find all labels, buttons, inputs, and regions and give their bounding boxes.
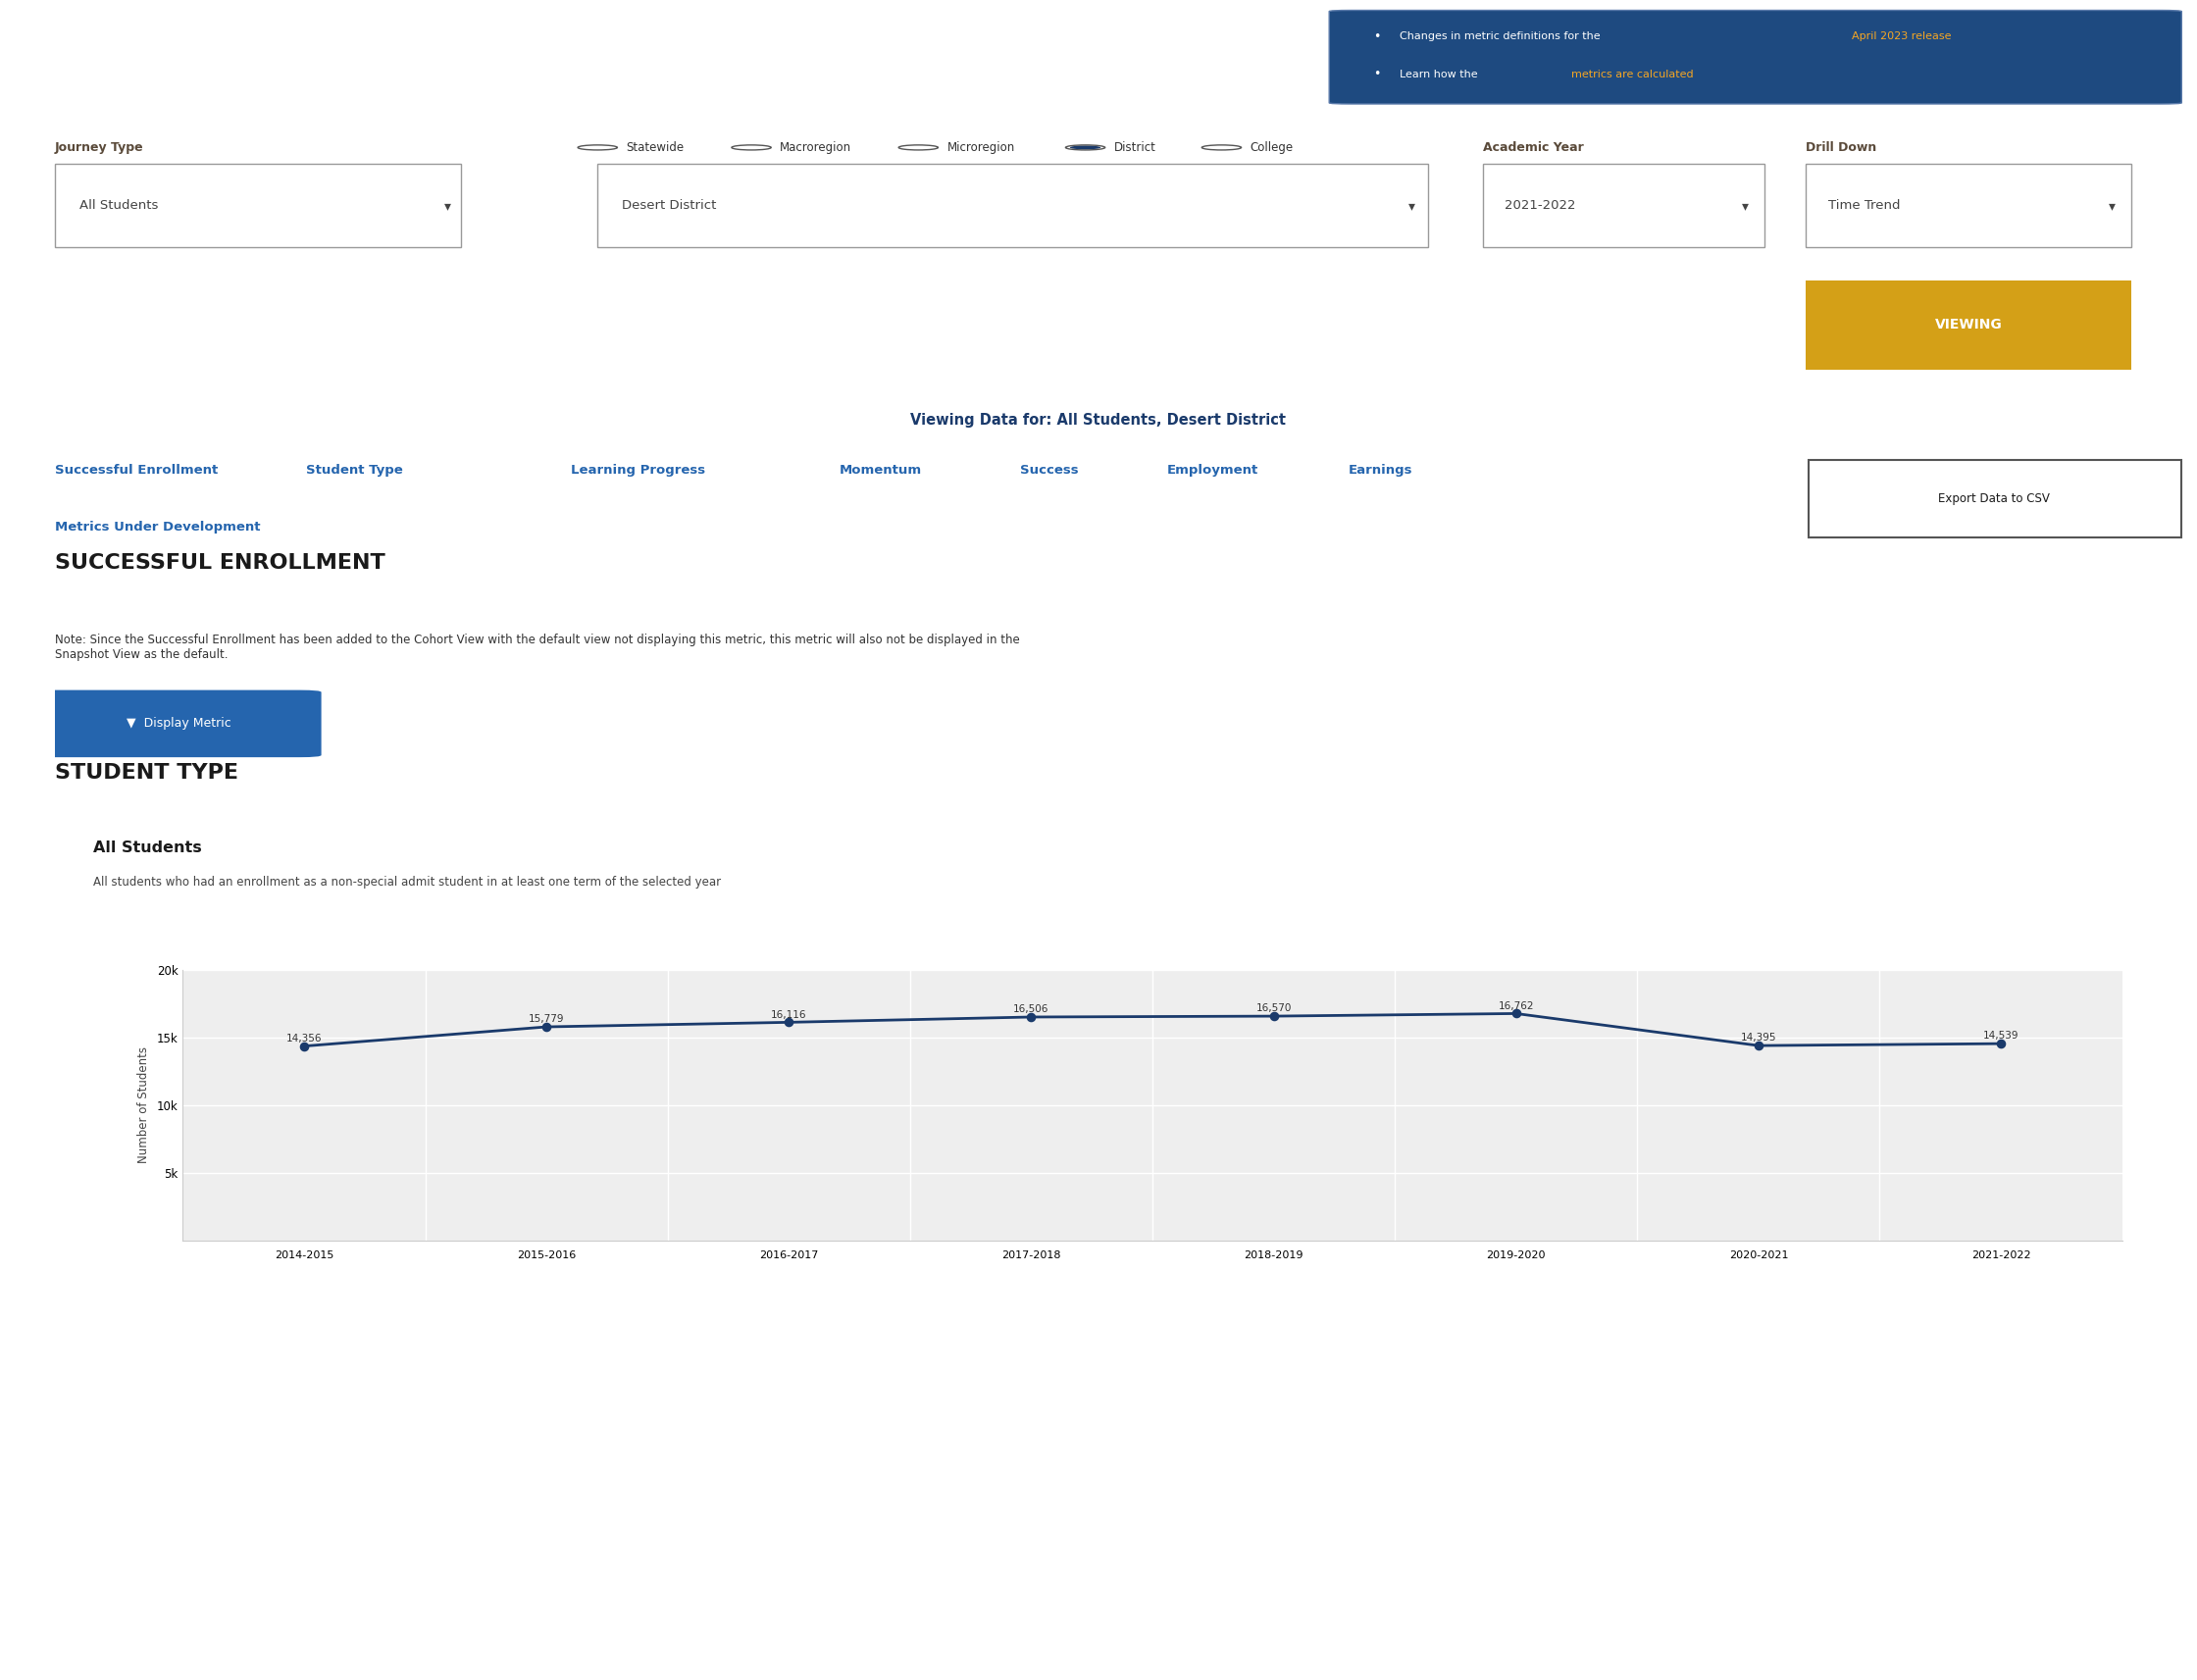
Point <box>1013 1003 1048 1030</box>
Text: Desert District: Desert District <box>622 200 716 212</box>
Text: •: • <box>1373 30 1380 44</box>
Text: Success Metrics: Success Metrics <box>325 67 595 96</box>
Text: SUCCESSFUL ENROLLMENT: SUCCESSFUL ENROLLMENT <box>55 554 384 573</box>
Point <box>286 1033 321 1060</box>
FancyBboxPatch shape <box>1329 10 2182 104</box>
Text: ▾: ▾ <box>1408 198 1415 213</box>
Text: All Students: All Students <box>79 200 158 212</box>
Text: Momentum: Momentum <box>839 464 923 477</box>
Point <box>529 1013 565 1040</box>
Text: VIEWING: VIEWING <box>1936 318 2001 331</box>
Text: Metrics Under Development: Metrics Under Development <box>55 521 261 534</box>
Text: Journey Type: Journey Type <box>55 141 143 155</box>
Text: 2021-2022: 2021-2022 <box>1505 200 1575 212</box>
FancyBboxPatch shape <box>598 165 1428 247</box>
FancyBboxPatch shape <box>1806 165 2131 247</box>
Text: Successful Enrollment: Successful Enrollment <box>55 464 218 477</box>
Text: All Students: All Students <box>92 842 202 855</box>
FancyBboxPatch shape <box>33 690 321 758</box>
Text: Colleges: Colleges <box>180 79 250 94</box>
Text: Note: Since the Successful Enrollment has been added to the Cohort View with the: Note: Since the Successful Enrollment ha… <box>55 633 1019 660</box>
Text: 16,570: 16,570 <box>1257 1003 1292 1013</box>
Point <box>771 1010 806 1037</box>
Point <box>1257 1003 1292 1030</box>
Text: Learning Progress: Learning Progress <box>571 464 705 477</box>
Point <box>1498 1000 1534 1026</box>
Text: 16,506: 16,506 <box>1013 1005 1050 1015</box>
Text: Student: Student <box>325 25 459 54</box>
Text: Employment: Employment <box>1167 464 1259 477</box>
FancyBboxPatch shape <box>1806 281 2131 370</box>
Text: April 2023 release: April 2023 release <box>1852 32 1951 42</box>
Text: Community: Community <box>180 54 277 69</box>
Text: District: District <box>1114 141 1156 155</box>
Text: California: California <box>180 29 261 44</box>
Text: 14,356: 14,356 <box>286 1033 323 1043</box>
Text: •: • <box>1373 67 1380 81</box>
Point <box>1984 1030 2019 1057</box>
Text: 15,779: 15,779 <box>529 1015 565 1025</box>
Y-axis label: Number of Students: Number of Students <box>136 1047 149 1164</box>
Text: 16,116: 16,116 <box>771 1010 806 1020</box>
FancyBboxPatch shape <box>55 165 461 247</box>
Text: ▾: ▾ <box>1742 198 1749 213</box>
Text: STUDENT TYPE: STUDENT TYPE <box>55 763 237 783</box>
Text: Learn how the: Learn how the <box>1399 69 1481 79</box>
Text: 14,395: 14,395 <box>1740 1033 1777 1043</box>
Text: Microregion: Microregion <box>947 141 1015 155</box>
Text: Student Type: Student Type <box>305 464 404 477</box>
Text: ▾: ▾ <box>444 198 450 213</box>
Point <box>1740 1032 1775 1058</box>
Text: 16,762: 16,762 <box>1498 1001 1534 1011</box>
Circle shape <box>1070 146 1101 150</box>
Text: Drill Down: Drill Down <box>1806 141 1876 155</box>
Text: Statewide: Statewide <box>626 141 683 155</box>
Text: Macroregion: Macroregion <box>780 141 852 155</box>
Text: College: College <box>1250 141 1294 155</box>
Text: Time Trend: Time Trend <box>1828 200 1900 212</box>
Text: ▾: ▾ <box>2109 198 2116 213</box>
Text: Success: Success <box>1019 464 1079 477</box>
FancyBboxPatch shape <box>1808 460 2182 538</box>
Text: metrics are calculated: metrics are calculated <box>1571 69 1694 79</box>
Text: Export Data to CSV: Export Data to CSV <box>1938 492 2050 506</box>
FancyBboxPatch shape <box>1483 165 1764 247</box>
Text: Changes in metric definitions for the: Changes in metric definitions for the <box>1399 32 1604 42</box>
Text: Earnings: Earnings <box>1349 464 1413 477</box>
Text: Academic Year: Academic Year <box>1483 141 1584 155</box>
Text: Viewing Data for: All Students, Desert District: Viewing Data for: All Students, Desert D… <box>912 413 1285 427</box>
Text: All students who had an enrollment as a non-special admit student in at least on: All students who had an enrollment as a … <box>92 875 721 889</box>
Text: ▼  Display Metric: ▼ Display Metric <box>125 717 231 731</box>
Text: 14,539: 14,539 <box>1984 1032 2019 1042</box>
